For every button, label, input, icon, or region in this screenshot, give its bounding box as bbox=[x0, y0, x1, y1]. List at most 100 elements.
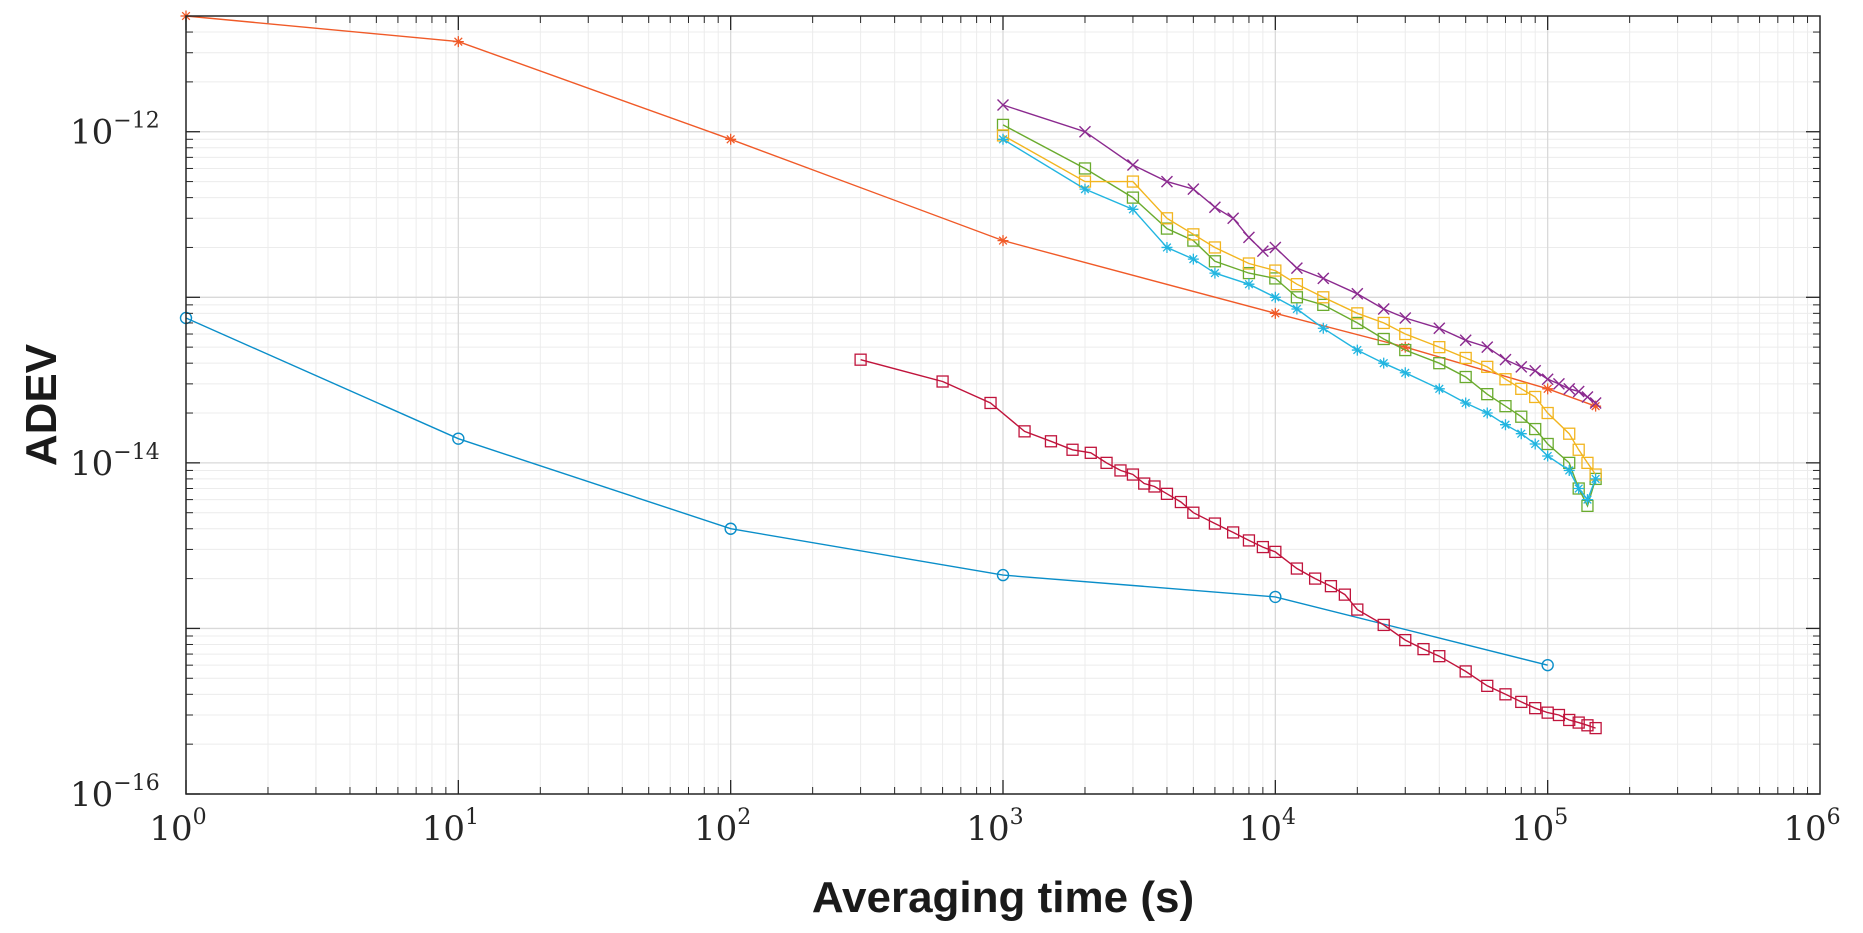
series-blue-circle bbox=[179, 311, 1554, 672]
data-point bbox=[1377, 618, 1390, 632]
data-point bbox=[1499, 688, 1512, 701]
data-point bbox=[996, 568, 1010, 582]
data-point bbox=[1581, 390, 1594, 403]
data-point bbox=[1208, 517, 1222, 530]
series-line bbox=[185, 317, 1548, 666]
data-point bbox=[1187, 234, 1200, 247]
data-point bbox=[1256, 245, 1269, 258]
data-point bbox=[1563, 464, 1575, 476]
data-point bbox=[1542, 383, 1554, 395]
data-point bbox=[1242, 534, 1256, 547]
y-tick-label: 10−12 bbox=[70, 109, 160, 153]
data-point bbox=[1317, 298, 1330, 312]
series-crimson-square bbox=[854, 353, 1602, 735]
data-point bbox=[1541, 373, 1554, 386]
data-point bbox=[1581, 494, 1593, 506]
x-tick-label: 104 bbox=[1239, 805, 1296, 849]
data-point bbox=[1066, 443, 1079, 456]
data-point bbox=[1351, 344, 1363, 356]
data-point bbox=[1044, 435, 1058, 448]
data-point bbox=[1338, 588, 1352, 601]
data-point bbox=[1269, 590, 1282, 604]
data-point bbox=[1499, 419, 1511, 431]
y-tick-label: 10−14 bbox=[70, 440, 160, 484]
data-point bbox=[1399, 367, 1411, 379]
data-point bbox=[1256, 540, 1270, 554]
x-tick-label: 102 bbox=[694, 805, 751, 849]
data-point bbox=[1377, 332, 1390, 346]
data-point bbox=[1563, 713, 1576, 727]
x-tick-label: 105 bbox=[1511, 805, 1568, 849]
y-tick-labels: 10−16 10−14 10−12 bbox=[70, 109, 160, 815]
data-point bbox=[1499, 353, 1512, 366]
data-point bbox=[1018, 425, 1031, 438]
data-point bbox=[1242, 266, 1256, 280]
data-point bbox=[1481, 679, 1494, 692]
data-point bbox=[1187, 228, 1200, 241]
x-tick-label: 106 bbox=[1783, 805, 1840, 849]
data-point bbox=[1433, 650, 1446, 663]
data-point bbox=[452, 36, 464, 48]
data-point bbox=[1269, 291, 1281, 303]
data-point bbox=[1481, 388, 1494, 401]
data-point bbox=[1459, 334, 1472, 347]
series-line bbox=[1002, 138, 1597, 501]
data-point bbox=[725, 133, 737, 145]
data-point bbox=[1269, 545, 1282, 559]
data-point bbox=[1572, 443, 1585, 456]
data-point bbox=[1174, 495, 1188, 509]
data-point bbox=[1433, 383, 1445, 395]
data-point bbox=[1084, 446, 1097, 459]
data-point bbox=[1351, 603, 1364, 616]
data-point bbox=[1515, 428, 1527, 440]
data-point bbox=[997, 133, 1009, 145]
data-point bbox=[1078, 125, 1091, 138]
data-point bbox=[1290, 278, 1304, 291]
data-point bbox=[1187, 506, 1200, 519]
x-tick-label: 103 bbox=[966, 805, 1023, 849]
data-point bbox=[1481, 407, 1493, 419]
series-green-square bbox=[996, 118, 1602, 513]
series-layer bbox=[179, 10, 1602, 735]
data-point bbox=[1499, 373, 1512, 386]
data-point bbox=[1399, 311, 1412, 324]
data-point bbox=[1290, 562, 1304, 575]
data-point bbox=[1515, 695, 1528, 709]
data-point bbox=[997, 235, 1009, 247]
data-point bbox=[1563, 382, 1576, 395]
y-tick-label: 10−16 bbox=[70, 771, 160, 815]
data-point bbox=[1573, 483, 1585, 495]
data-point bbox=[1351, 307, 1364, 320]
data-point bbox=[1242, 231, 1255, 244]
data-point bbox=[1126, 468, 1140, 481]
data-point bbox=[1317, 291, 1330, 304]
data-point bbox=[1515, 410, 1528, 423]
data-point bbox=[1187, 183, 1200, 196]
data-point bbox=[1291, 303, 1303, 315]
data-point bbox=[1459, 665, 1472, 678]
data-point bbox=[1160, 487, 1174, 500]
data-point bbox=[1160, 222, 1174, 235]
data-point bbox=[1399, 343, 1412, 357]
series-line bbox=[860, 359, 1596, 729]
data-point bbox=[1226, 526, 1240, 539]
data-point bbox=[1269, 307, 1281, 319]
data-point bbox=[1317, 322, 1329, 334]
data-point bbox=[1161, 241, 1173, 253]
data-point bbox=[1209, 267, 1221, 279]
data-point bbox=[1581, 719, 1594, 732]
data-point bbox=[1541, 437, 1554, 451]
data-point bbox=[1126, 158, 1139, 171]
data-point bbox=[1572, 716, 1585, 729]
data-point bbox=[1529, 438, 1541, 450]
x-tick-label: 101 bbox=[422, 805, 479, 849]
x-tick-labels: 100 101 102 103 104 105 106 bbox=[149, 805, 1840, 849]
data-point bbox=[1552, 377, 1565, 390]
data-point bbox=[1079, 183, 1091, 195]
data-point bbox=[1541, 658, 1554, 672]
data-point bbox=[1529, 422, 1542, 436]
data-point bbox=[1308, 572, 1322, 585]
axis-ticks bbox=[185, 15, 1820, 795]
data-point bbox=[1460, 397, 1472, 409]
data-point bbox=[1208, 201, 1221, 214]
